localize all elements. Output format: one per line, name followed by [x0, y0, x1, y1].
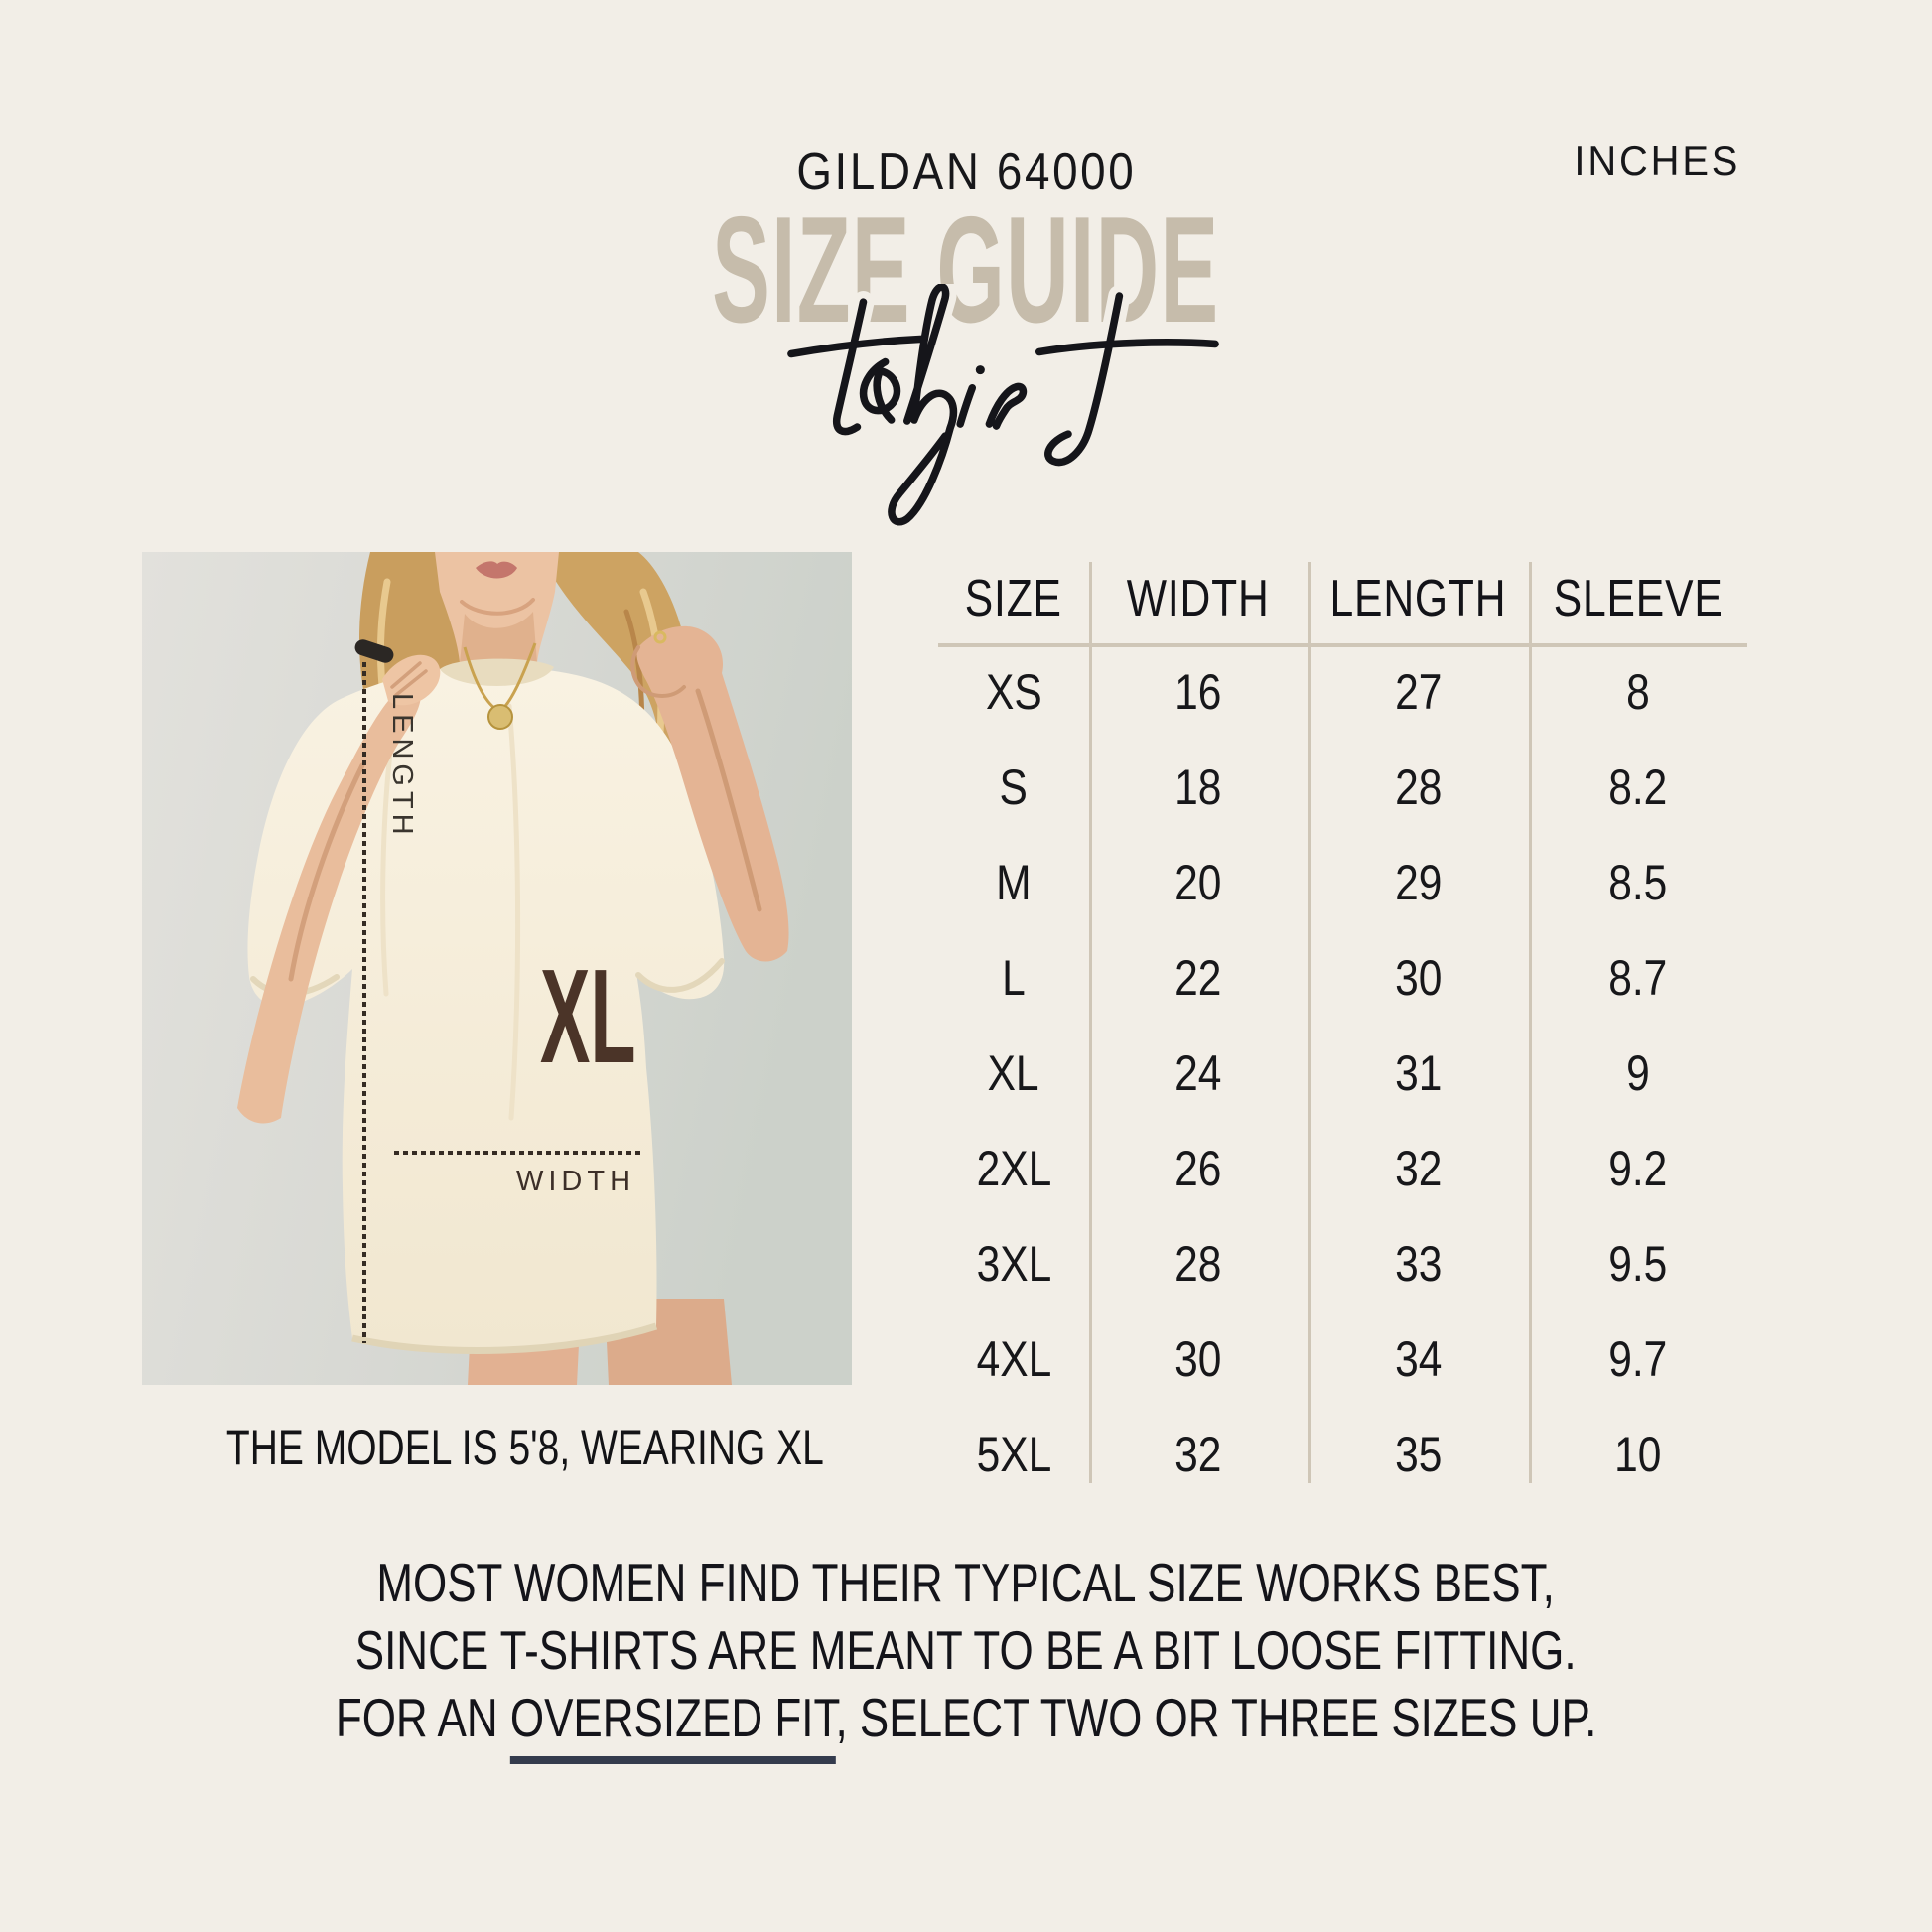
size-table-header-row: SIZE WIDTH LENGTH SLEEVE [938, 556, 1747, 641]
cell-sleeve: 8.2 [1608, 759, 1668, 815]
cell-sleeve: 10 [1614, 1427, 1662, 1482]
page-title-text: SIZE GUIDE [712, 186, 1220, 354]
photo-caption-text: THE MODEL IS 5'8, WEARING XL [225, 1420, 824, 1475]
model-photo: LENGTH XL WIDTH [142, 552, 852, 1385]
column-header-length: LENGTH [1329, 570, 1507, 627]
cell-sleeve: 9.2 [1608, 1141, 1668, 1196]
cell-sleeve: 8 [1626, 664, 1650, 720]
cell-length: 27 [1394, 664, 1443, 720]
size-table: SIZE WIDTH LENGTH SLEEVE XS 16 27 8 S 18… [938, 556, 1747, 1489]
cell-width: 28 [1174, 1236, 1222, 1292]
cell-length: 29 [1394, 855, 1443, 910]
cell-sleeve: 9.7 [1608, 1331, 1668, 1387]
cell-size: XS [985, 664, 1042, 720]
photo-caption: THE MODEL IS 5'8, WEARING XL [142, 1420, 852, 1477]
column-header-width: WIDTH [1127, 570, 1270, 627]
cell-sleeve: 9.5 [1608, 1236, 1668, 1292]
table-row: 3XL 28 33 9.5 [938, 1216, 1747, 1311]
column-header-sleeve: SLEEVE [1553, 570, 1724, 627]
fit-note-line-3-text: FOR AN OVERSIZED FIT, SELECT TWO OR THRE… [336, 1684, 1596, 1764]
table-row: 2XL 26 32 9.2 [938, 1121, 1747, 1216]
cell-width: 32 [1174, 1427, 1222, 1482]
table-row: XS 16 27 8 [938, 644, 1747, 740]
table-column-divider [1089, 562, 1092, 1483]
units-label: INCHES [1493, 140, 1821, 182]
shirt-size-label-text: XL [539, 941, 636, 1091]
cell-size: 4XL [976, 1331, 1051, 1387]
cell-width: 20 [1174, 855, 1222, 910]
cell-size: 2XL [976, 1141, 1051, 1196]
fit-note: MOST WOMEN FIND THEIR TYPICAL SIZE WORKS… [0, 1549, 1932, 1764]
size-table-body: XS 16 27 8 S 18 28 8.2 M 20 29 8.5 L 22 … [938, 644, 1747, 1502]
cell-length: 35 [1394, 1427, 1443, 1482]
table-column-divider [1529, 562, 1532, 1483]
table-row: 5XL 32 35 10 [938, 1407, 1747, 1502]
table-row: M 20 29 8.5 [938, 835, 1747, 930]
shirt-size-label: XL [502, 949, 661, 1083]
cell-width: 24 [1174, 1045, 1222, 1101]
cell-sleeve: 9 [1626, 1045, 1650, 1101]
cell-sleeve: 8.7 [1608, 950, 1668, 1006]
cell-width: 16 [1174, 664, 1222, 720]
cell-size: M [996, 855, 1032, 910]
cell-width: 22 [1174, 950, 1222, 1006]
cell-width: 26 [1174, 1141, 1222, 1196]
table-header-rule [938, 643, 1747, 647]
table-column-divider [1308, 562, 1311, 1483]
oversized-fit-underlined: OVERSIZED FIT [509, 1687, 836, 1764]
cell-length: 30 [1394, 950, 1443, 1006]
tshirt-script-word [779, 284, 1227, 533]
cell-length: 32 [1394, 1141, 1443, 1196]
cell-length: 33 [1394, 1236, 1443, 1292]
column-header-size: SIZE [964, 570, 1063, 627]
length-measure-dotted-line [362, 662, 366, 1343]
cell-size: S [999, 759, 1029, 815]
page-title: SIZE GUIDE [0, 195, 1932, 345]
cell-size: XL [987, 1045, 1039, 1101]
fit-note-line-2: SINCE T-SHIRTS ARE MEANT TO BE A BIT LOO… [355, 1619, 1577, 1681]
brand-title: GILDAN 64000 [0, 146, 1932, 198]
table-row: 4XL 30 34 9.7 [938, 1311, 1747, 1407]
cell-length: 28 [1394, 759, 1443, 815]
brand-title-text: GILDAN 64000 [795, 143, 1137, 201]
cell-width: 18 [1174, 759, 1222, 815]
length-measure-label: LENGTH [386, 693, 418, 840]
width-measure-label: WIDTH [477, 1166, 675, 1198]
cell-sleeve: 8.5 [1608, 855, 1668, 910]
table-row: S 18 28 8.2 [938, 740, 1747, 835]
cell-size: 5XL [976, 1427, 1051, 1482]
cell-size: L [1002, 950, 1026, 1006]
table-row: L 22 30 8.7 [938, 930, 1747, 1026]
cell-length: 31 [1394, 1045, 1443, 1101]
model-photo-illustration [142, 552, 852, 1385]
fit-note-line-1: MOST WOMEN FIND THEIR TYPICAL SIZE WORKS… [376, 1552, 1556, 1613]
cell-width: 30 [1174, 1331, 1222, 1387]
cell-length: 34 [1394, 1331, 1443, 1387]
width-measure-label-text: WIDTH [515, 1166, 636, 1197]
width-measure-dotted-line [394, 1151, 640, 1155]
cell-size: 3XL [976, 1236, 1051, 1292]
units-label-text: INCHES [1574, 137, 1740, 184]
fit-note-line-3: FOR AN OVERSIZED FIT, SELECT TWO OR THRE… [0, 1684, 1932, 1764]
table-row: XL 24 31 9 [938, 1026, 1747, 1121]
